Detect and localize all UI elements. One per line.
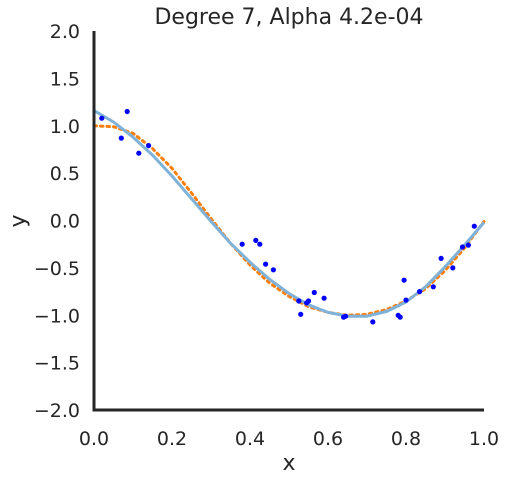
data-point xyxy=(296,298,302,304)
x-tick-label: 0.8 xyxy=(391,428,421,450)
data-point xyxy=(270,267,276,273)
data-point xyxy=(397,314,403,320)
data-point xyxy=(124,108,130,115)
data-point xyxy=(263,261,269,267)
y-tick-label: −0.5 xyxy=(34,258,80,280)
data-point xyxy=(471,223,477,229)
data-point xyxy=(459,244,466,250)
data-point xyxy=(430,284,436,290)
y-tick-label: 0.0 xyxy=(50,211,80,233)
x-tick-label: 1.0 xyxy=(469,428,499,450)
x-tick-label: 0.4 xyxy=(235,428,265,450)
data-point xyxy=(370,319,376,325)
y-tick-label: 1.5 xyxy=(50,68,80,90)
data-point xyxy=(417,289,423,295)
y-tick-label: −1.5 xyxy=(34,353,80,375)
data-point xyxy=(438,255,444,261)
data-point xyxy=(450,265,456,271)
plot-area xyxy=(92,108,486,325)
data-point xyxy=(465,242,471,248)
y-tick-label: −1.0 xyxy=(34,305,80,327)
data-point xyxy=(136,150,142,156)
data-point xyxy=(298,311,304,317)
x-axis-ticks: 0.0 0.2 0.4 0.6 0.8 1.0 xyxy=(79,428,499,450)
y-axis-ticks: 2.0 1.5 1.0 0.5 0.0 −0.5 −1.0 −1.5 −2.0 xyxy=(34,21,80,422)
data-point xyxy=(146,143,152,149)
data-point xyxy=(118,135,124,141)
x-axis-title: x xyxy=(282,451,295,476)
model-fit-line xyxy=(93,109,486,318)
data-point xyxy=(321,295,327,301)
chart-title: Degree 7, Alpha 4.2e-04 xyxy=(154,5,423,30)
data-point xyxy=(343,313,349,319)
data-point xyxy=(311,289,317,296)
x-tick-label: 0.2 xyxy=(157,428,187,450)
x-tick-label: 0.6 xyxy=(313,428,343,450)
data-point xyxy=(401,277,407,283)
y-axis-title: y xyxy=(6,214,31,227)
y-tick-label: 1.0 xyxy=(50,116,80,138)
data-point xyxy=(257,241,263,247)
y-tick-label: 0.5 xyxy=(50,163,80,185)
data-point xyxy=(403,297,409,303)
data-point xyxy=(253,237,259,243)
data-point xyxy=(239,241,245,247)
y-tick-label: −2.0 xyxy=(34,400,80,422)
y-tick-label: 2.0 xyxy=(50,21,80,43)
data-point xyxy=(305,298,312,304)
x-tick-label: 0.0 xyxy=(79,428,109,450)
data-point xyxy=(99,115,105,121)
